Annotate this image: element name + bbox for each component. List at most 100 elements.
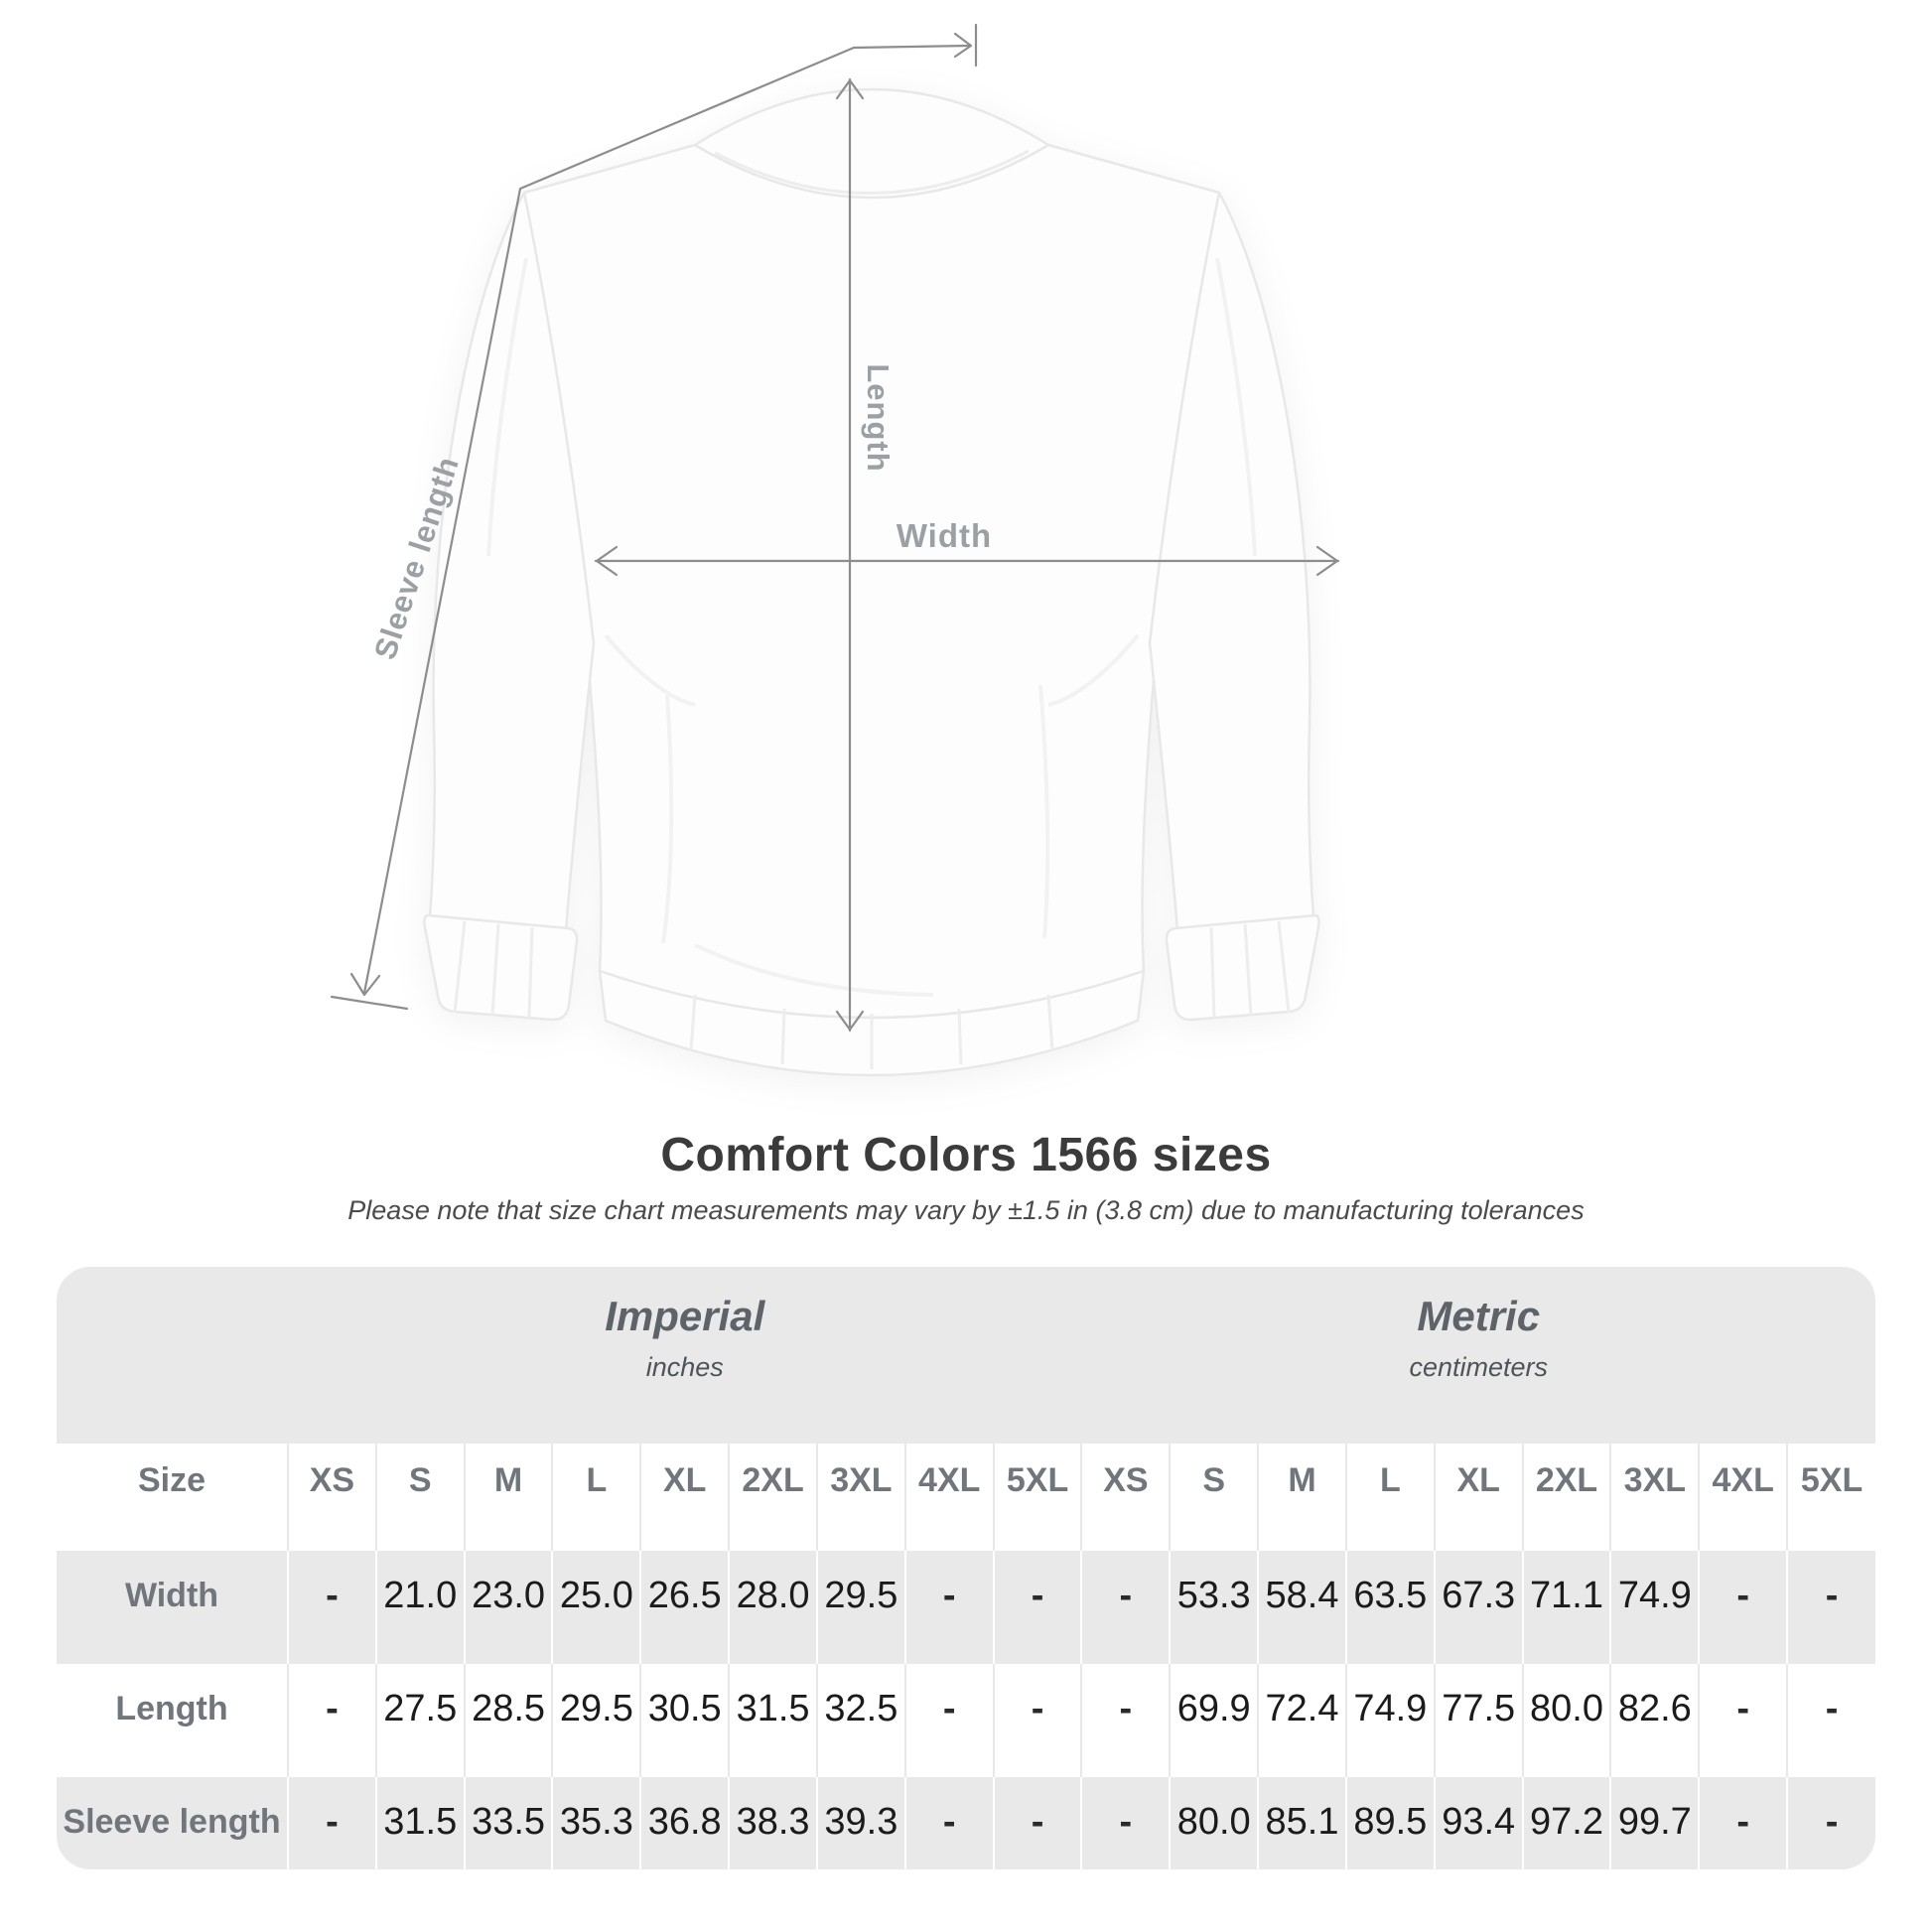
- sleeve-length-imperial-value: 39.3: [815, 1777, 905, 1869]
- width-imperial-value: 29.5: [815, 1551, 905, 1664]
- width-imperial-value: 23.0: [463, 1551, 553, 1664]
- imperial-band-cell: Imperial inches: [288, 1267, 1082, 1444]
- metric-unit-label: centimeters: [1409, 1352, 1548, 1382]
- sweatshirt-right-cuff: [1165, 913, 1320, 1022]
- metric-size-header-xl: XL: [1433, 1444, 1523, 1551]
- length-metric-value: 80.0: [1521, 1664, 1611, 1777]
- sleeve-length-arrow: [330, 23, 978, 1011]
- measurement-arrows: [330, 23, 1340, 1033]
- length-metric-value: 69.9: [1169, 1664, 1259, 1777]
- width-metric-value: -: [1080, 1551, 1171, 1664]
- band-corner-cell: [57, 1267, 288, 1444]
- width-imperial-value: -: [992, 1551, 1082, 1664]
- length-metric-value: -: [1080, 1664, 1171, 1777]
- sleeve-length-metric-value: 85.1: [1257, 1777, 1346, 1869]
- sleeve-length-imperial-value: 38.3: [728, 1777, 817, 1869]
- size-table-container: Imperial inches Metric centimeters Size …: [57, 1267, 1875, 1869]
- sleeve-length-imperial-value: -: [287, 1777, 376, 1869]
- length-metric-value: 74.9: [1344, 1664, 1435, 1777]
- row-width: Width -21.0 23.0 25.0 26.5 28.0 29.5- - -53.3 58.…: [57, 1551, 1875, 1664]
- imperial-size-header-2xl: 2XL: [728, 1444, 817, 1551]
- page-title: Comfort Colors 1566 sizes: [660, 1129, 1272, 1181]
- metric-label: Metric: [1417, 1293, 1541, 1339]
- length-metric-value: -: [1698, 1664, 1788, 1777]
- length-metric-value: 82.6: [1609, 1664, 1700, 1777]
- sweatshirt-left-cuff: [423, 913, 579, 1022]
- width-imperial-value: -: [903, 1551, 994, 1664]
- size-chart-table: Imperial inches Metric centimeters Size …: [57, 1267, 1875, 1869]
- length-imperial-value: 29.5: [551, 1664, 641, 1777]
- width-metric-value: -: [1698, 1551, 1788, 1664]
- imperial-size-header-l: L: [551, 1444, 641, 1551]
- metric-size-header-3xl: 3XL: [1609, 1444, 1700, 1551]
- width-imperial-value: -: [287, 1551, 376, 1664]
- width-imperial-value: 28.0: [728, 1551, 817, 1664]
- sleeve-length-metric-value: -: [1786, 1777, 1875, 1869]
- length-imperial-value: 30.5: [639, 1664, 730, 1777]
- sweatshirt-seam-details: [453, 149, 1291, 1069]
- sleeve-length-metric-value: -: [1698, 1777, 1788, 1869]
- sleeve-length-metric-value: -: [1080, 1777, 1171, 1869]
- sleeve-length-metric-value: 89.5: [1344, 1777, 1435, 1869]
- sleeve-length-imperial-value: 36.8: [639, 1777, 730, 1869]
- length-imperial-value: 28.5: [463, 1664, 553, 1777]
- metric-size-header-xs: XS: [1080, 1444, 1171, 1551]
- size-column-header: Size: [137, 1461, 207, 1499]
- length-imperial-value: 27.5: [374, 1664, 465, 1777]
- metric-size-header-s: S: [1169, 1444, 1259, 1551]
- width-metric-value: 63.5: [1344, 1551, 1435, 1664]
- size-header-row: Size XS S M L XL 2XL 3XL 4XL 5XL XS S M L XL 2XL 3XL 4XL…: [57, 1444, 1875, 1551]
- sleeve-length-imperial-value: 31.5: [374, 1777, 465, 1869]
- length-imperial-value: -: [992, 1664, 1082, 1777]
- metric-size-header-4xl: 4XL: [1698, 1444, 1788, 1551]
- metric-size-header-m: M: [1257, 1444, 1346, 1551]
- row-length: Length -27.5 28.5 29.5 30.5 31.5 32.5- - -69.9 72…: [57, 1664, 1875, 1777]
- width-metric-value: 58.4: [1257, 1551, 1346, 1664]
- length-metric-value: 77.5: [1433, 1664, 1523, 1777]
- imperial-size-header-xs: XS: [287, 1444, 376, 1551]
- row-label-sleeve-length: Sleeve length: [63, 1803, 281, 1841]
- imperial-size-header-m: M: [463, 1444, 553, 1551]
- width-imperial-value: 21.0: [374, 1551, 465, 1664]
- product-figure: Length Width Sleeve length: [330, 23, 1340, 1077]
- sleeve-length-metric-value: 99.7: [1609, 1777, 1700, 1869]
- width-metric-value: 53.3: [1169, 1551, 1259, 1664]
- width-imperial-value: 26.5: [639, 1551, 730, 1664]
- sleeve-length-imperial-value: 33.5: [463, 1777, 553, 1869]
- length-imperial-value: 31.5: [728, 1664, 817, 1777]
- width-metric-value: -: [1786, 1551, 1875, 1664]
- sleeve-length-metric-value: 93.4: [1433, 1777, 1523, 1869]
- length-metric-value: -: [1786, 1664, 1875, 1777]
- imperial-size-header-5xl: 5XL: [992, 1444, 1082, 1551]
- metric-size-header-l: L: [1344, 1444, 1435, 1551]
- tolerance-note: Please note that size chart measurements…: [347, 1195, 1585, 1225]
- sweatshirt-body: [522, 143, 1221, 1020]
- metric-size-header-5xl: 5XL: [1786, 1444, 1875, 1551]
- length-dimension-label: Length: [861, 363, 896, 473]
- imperial-size-header-xl: XL: [639, 1444, 730, 1551]
- row-label-width: Width: [124, 1577, 219, 1614]
- metric-size-header-2xl: 2XL: [1521, 1444, 1611, 1551]
- row-label-length: Length: [115, 1690, 228, 1727]
- length-arrow: [835, 77, 865, 1033]
- metric-band-cell: Metric centimeters: [1081, 1267, 1875, 1444]
- sweatshirt: [423, 87, 1320, 1077]
- sleeve-length-imperial-value: 35.3: [551, 1777, 641, 1869]
- length-metric-value: 72.4: [1257, 1664, 1346, 1777]
- sleeve-length-metric-value: 80.0: [1169, 1777, 1259, 1869]
- row-sleeve-length: Sleeve length -31.5 33.5 35.3 36.8 38.3 39.3- -…: [57, 1777, 1875, 1869]
- sweatshirt-collar: [693, 87, 1050, 200]
- sleeve-length-metric-value: 97.2: [1521, 1777, 1611, 1869]
- width-arrow: [594, 545, 1340, 577]
- sweatshirt-fold-details: [486, 257, 1257, 997]
- width-metric-value: 67.3: [1433, 1551, 1523, 1664]
- imperial-size-header-s: S: [374, 1444, 465, 1551]
- width-metric-value: 74.9: [1609, 1551, 1700, 1664]
- length-imperial-value: -: [903, 1664, 994, 1777]
- unit-band-row: Imperial inches Metric centimeters: [57, 1267, 1875, 1444]
- imperial-unit-label: inches: [645, 1352, 724, 1382]
- length-imperial-value: -: [287, 1664, 376, 1777]
- width-metric-value: 71.1: [1521, 1551, 1611, 1664]
- imperial-label: Imperial: [605, 1293, 765, 1339]
- imperial-size-header-3xl: 3XL: [815, 1444, 905, 1551]
